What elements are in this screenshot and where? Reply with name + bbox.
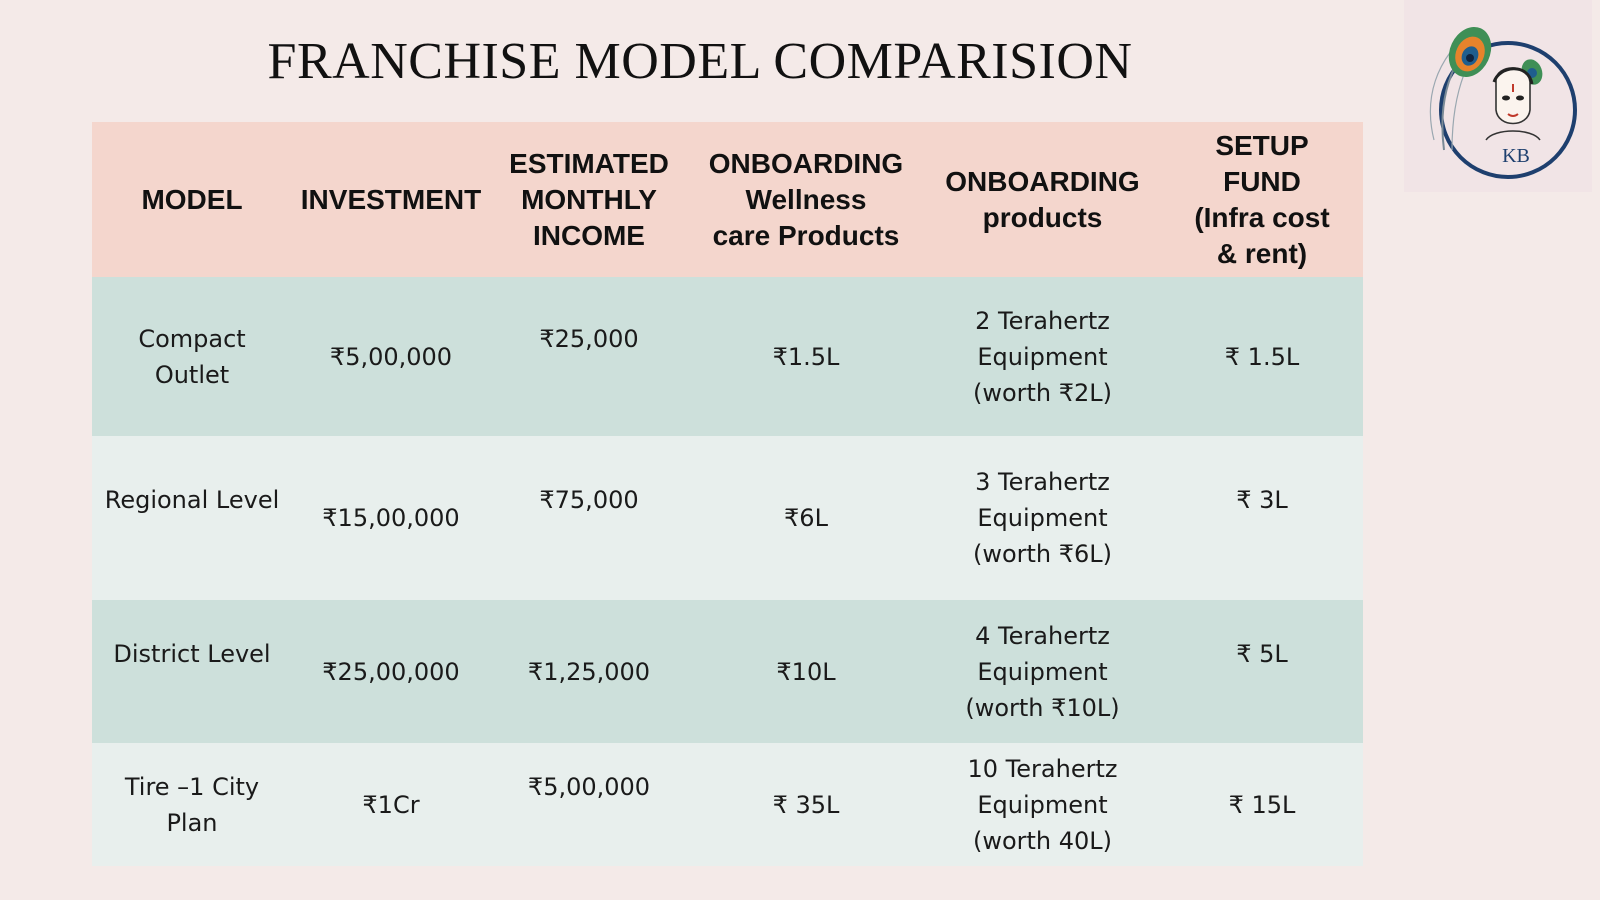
cell-setup: ₹ 5L xyxy=(1236,639,1288,668)
cell-wellness: ₹10L xyxy=(776,657,836,686)
cell-model: District Level xyxy=(113,639,271,668)
cell-investment: ₹25,00,000 xyxy=(322,657,460,686)
cell-products: 2 Terahertz Equipment (worth ₹2L) xyxy=(972,306,1113,407)
cell-setup: ₹ 1.5L xyxy=(1224,342,1300,371)
table-row: District Level ₹25,00,000 ₹1,25,000 ₹10L… xyxy=(92,600,1363,743)
cell-wellness: ₹ 35L xyxy=(772,790,840,819)
cell-model: Regional Level xyxy=(104,486,280,514)
header-onboarding-wellness: ONBOARDING Wellness care Products xyxy=(708,147,904,251)
header-onboarding-products: ONBOARDING products xyxy=(945,165,1140,233)
table-row: Compact Outlet ₹5,00,000 ₹25,000 ₹1.5L 2… xyxy=(92,277,1363,436)
table-header-row: MODEL INVESTMENT ESTIMATED MONTHLY INCOM… xyxy=(92,122,1363,277)
header-model: MODEL xyxy=(141,183,243,215)
cell-income: ₹25,000 xyxy=(539,324,639,353)
header-estimated-monthly-income: ESTIMATED MONTHLY INCOME xyxy=(509,147,669,251)
cell-model: Compact Outlet xyxy=(138,324,246,389)
cell-income: ₹75,000 xyxy=(539,486,639,514)
svg-text:KB: KB xyxy=(1502,145,1530,167)
cell-wellness: ₹1.5L xyxy=(772,342,840,371)
peacock-feather-krishna-icon: KB xyxy=(1429,26,1577,179)
cell-income: ₹5,00,000 xyxy=(527,772,651,801)
page-title: FRANCHISE MODEL COMPARISION xyxy=(267,33,1133,90)
cell-investment: ₹15,00,000 xyxy=(322,504,460,532)
cell-investment: ₹5,00,000 xyxy=(329,342,453,371)
header-setup-fund: SETUP FUND (Infra cost & rent) xyxy=(1194,129,1330,269)
cell-income: ₹1,25,000 xyxy=(527,657,651,686)
brand-logo: KB xyxy=(1404,0,1592,192)
cell-products: 3 Terahertz Equipment (worth ₹6L) xyxy=(972,468,1113,568)
cell-model: Tire –1 City Plan xyxy=(124,772,260,837)
header-investment: INVESTMENT xyxy=(300,183,482,215)
cell-setup: ₹ 3L xyxy=(1236,486,1288,514)
table-row: Tire –1 City Plan ₹1Cr ₹5,00,000 ₹ 35L 1… xyxy=(92,743,1363,866)
cell-investment: ₹1Cr xyxy=(362,790,420,819)
cell-products: 10 Terahertz Equipment (worth 40L) xyxy=(967,754,1118,855)
cell-setup: ₹ 15L xyxy=(1228,790,1296,819)
franchise-comparison-table: MODEL INVESTMENT ESTIMATED MONTHLY INCOM… xyxy=(92,122,1363,866)
cell-wellness: ₹6L xyxy=(784,504,828,532)
cell-products: 4 Terahertz Equipment (worth ₹10L) xyxy=(965,621,1120,722)
table-row: Regional Level ₹15,00,000 ₹75,000 ₹6L 3 … xyxy=(92,436,1363,600)
